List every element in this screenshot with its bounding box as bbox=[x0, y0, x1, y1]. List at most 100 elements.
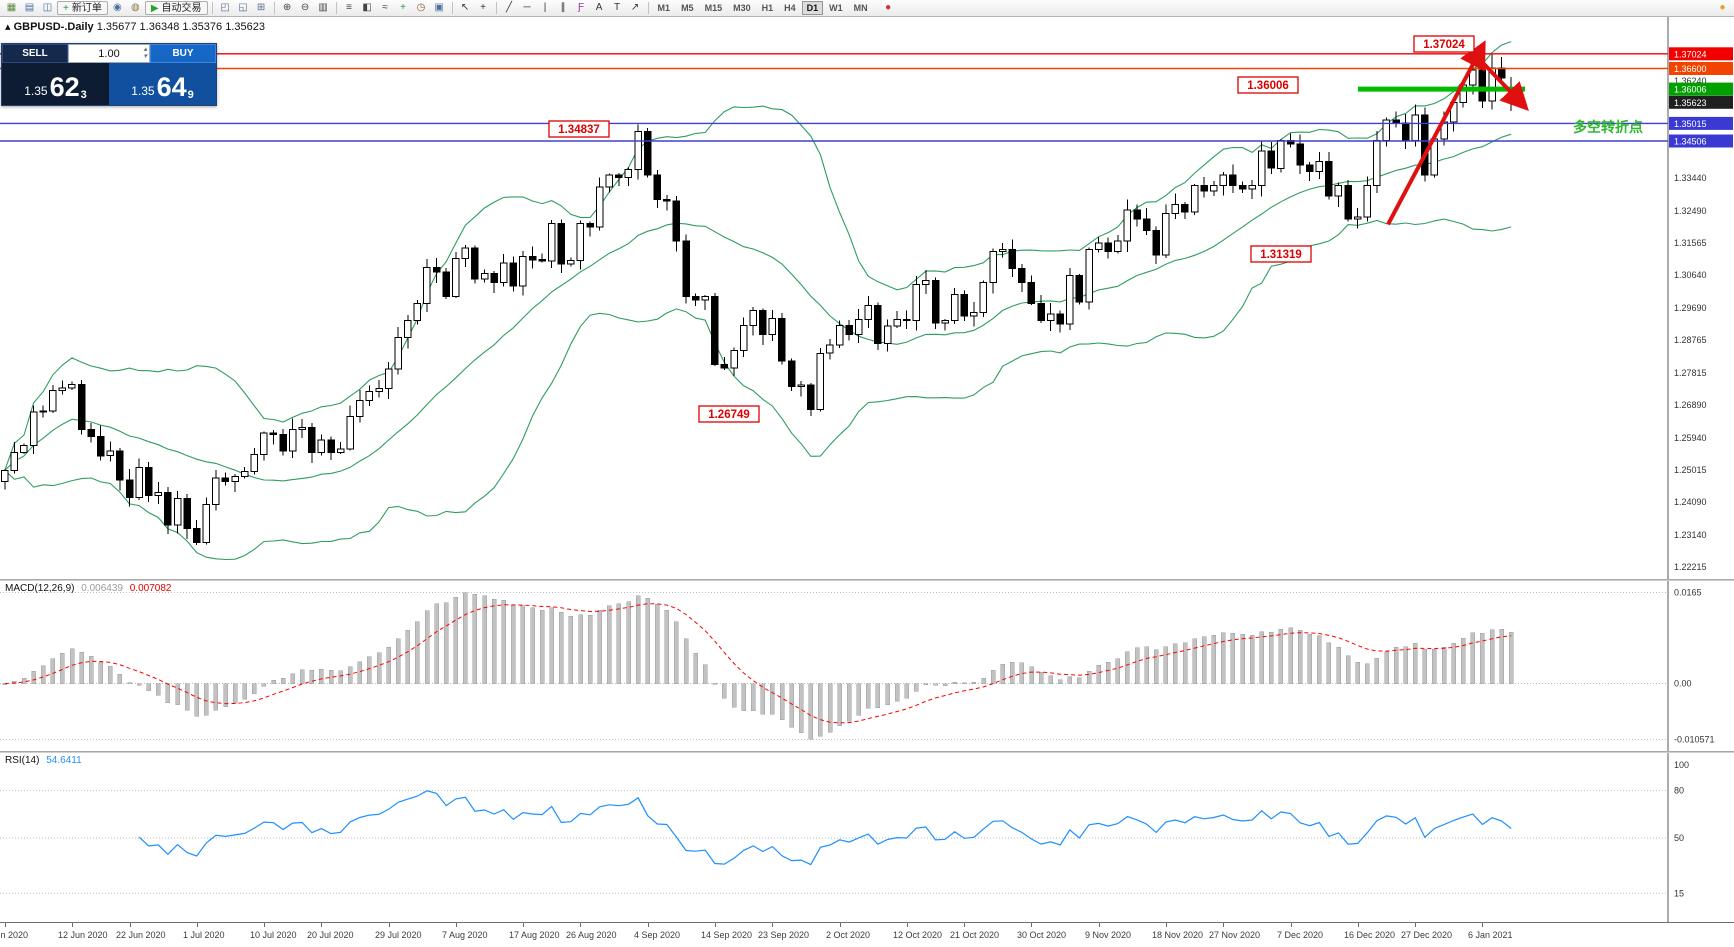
svg-text:1.37024: 1.37024 bbox=[1674, 49, 1707, 59]
buy-price[interactable]: 1.35 64 9 bbox=[109, 63, 216, 105]
timeframe-d1-button[interactable]: D1 bbox=[801, 1, 824, 15]
zoom-out-icon[interactable]: ⊖ bbox=[300, 2, 310, 13]
rsi-panel[interactable]: 100 80 50 15 RSI(14) 54.6411 bbox=[0, 753, 1734, 922]
profiles-icon[interactable]: ▤ bbox=[24, 2, 35, 13]
time-axis-label: 7 Aug 2020 bbox=[442, 930, 488, 940]
timeframe-m5-button[interactable]: M5 bbox=[681, 3, 694, 13]
time-axis-tick bbox=[1223, 923, 1224, 927]
time-axis-tick bbox=[523, 923, 524, 927]
macd-panel[interactable]: 0.0165 0.00 -0.010571 MACD(12,26,9) 0.0064… bbox=[0, 581, 1734, 751]
time-axis-label: 6 Jan 2021 bbox=[1468, 930, 1513, 940]
trade-prices-row: 1.35 62 3 1.35 64 9 bbox=[2, 63, 216, 105]
notifications-icon[interactable]: ● bbox=[1719, 2, 1726, 13]
price-chart-canvas[interactable]: 1.37024 1.36006 1.34837 1.31319 1.26749 多空转折点… bbox=[0, 17, 1734, 579]
time-axis-label: 9 Nov 2020 bbox=[1085, 930, 1132, 940]
panel-splitter[interactable] bbox=[0, 751, 1734, 753]
price-axis-badge bbox=[1669, 95, 1733, 109]
timeframe-m1-button[interactable]: M1 bbox=[657, 3, 671, 13]
new-chart-icon[interactable]: ▦ bbox=[6, 2, 17, 13]
horizontal-line-icon[interactable]: ─ bbox=[523, 2, 531, 13]
timeframe-mn-button[interactable]: MN bbox=[853, 3, 868, 13]
period-icon[interactable]: ◷ bbox=[416, 2, 426, 13]
svg-text:1.31319: 1.31319 bbox=[1260, 249, 1302, 261]
macd-canvas[interactable]: 0.0165 0.00 -0.010571 bbox=[0, 581, 1734, 751]
svg-text:100: 100 bbox=[1674, 760, 1689, 770]
data-window-icon[interactable]: ◉ bbox=[112, 2, 122, 13]
crosshair-icon[interactable]: + bbox=[480, 2, 486, 13]
volume-spinner[interactable]: ▴ ▾ bbox=[143, 46, 147, 60]
horizontal-lines bbox=[0, 53, 1668, 142]
svg-text:1.35015: 1.35015 bbox=[1674, 119, 1707, 129]
text-annotations: 多空转折点 bbox=[1573, 119, 1643, 135]
main-chart-panel[interactable]: 1.37024 1.36006 1.34837 1.31319 1.26749 多空转折点… bbox=[0, 17, 1734, 579]
svg-text:50: 50 bbox=[1674, 833, 1684, 843]
buy-button[interactable]: BUY bbox=[150, 44, 216, 63]
svg-text:1.34837: 1.34837 bbox=[558, 124, 600, 136]
cascade-windows-icon[interactable]: ◰ bbox=[220, 2, 230, 13]
timeframe-m15-button[interactable]: M15 bbox=[704, 3, 723, 13]
cursor-icon[interactable]: ↖ bbox=[460, 2, 470, 13]
svg-text:0.00: 0.00 bbox=[1674, 679, 1692, 689]
rsi-canvas[interactable]: 100 80 50 15 bbox=[0, 753, 1734, 922]
time-axis-tick bbox=[5, 923, 6, 927]
trade-controls-row: SELL 1.00 ▴ ▾ BUY bbox=[2, 44, 216, 63]
autotrading-button-label: 自动交易 bbox=[161, 2, 202, 14]
price-axis-tick: 1.30640 bbox=[1674, 270, 1707, 280]
text-label-icon[interactable]: T bbox=[613, 2, 621, 13]
price-axis-tick: 1.23140 bbox=[1674, 530, 1707, 540]
add-indicator-icon[interactable]: + bbox=[400, 2, 406, 13]
sell-price[interactable]: 1.35 62 3 bbox=[2, 63, 109, 105]
chart-title: ▴ GBPUSD-.Daily 1.35677 1.36348 1.35376 … bbox=[5, 20, 265, 33]
time-axis-label: 17 Aug 2020 bbox=[509, 930, 560, 940]
svg-text:1.36600: 1.36600 bbox=[1674, 64, 1707, 74]
svg-text:1.35623: 1.35623 bbox=[1674, 98, 1707, 108]
zoom-in-icon[interactable]: ⊕ bbox=[282, 2, 292, 13]
time-axis[interactable]: Jun 2020 12 Jun 2020 22 Jun 2020 1 Jul 2020… bbox=[0, 922, 1734, 947]
volume-input[interactable]: 1.00 ▴ ▾ bbox=[68, 44, 150, 63]
time-axis-tick bbox=[1031, 923, 1032, 927]
time-axis-label: 12 Oct 2020 bbox=[893, 930, 943, 940]
channel-icon[interactable]: ∥ bbox=[560, 2, 566, 13]
timeframe-h4-button[interactable]: H4 bbox=[784, 3, 796, 13]
buy-price-prefix: 1.35 bbox=[131, 84, 155, 98]
record-icon[interactable]: ● bbox=[885, 2, 892, 13]
market-watch-icon[interactable]: ◫ bbox=[42, 2, 53, 13]
buy-price-sup: 9 bbox=[187, 89, 194, 101]
trendline-icon[interactable]: ╱ bbox=[506, 2, 513, 13]
new-order-button[interactable]: + 新订单 bbox=[57, 1, 108, 15]
time-axis-tick bbox=[1358, 923, 1359, 927]
time-axis-tick bbox=[321, 923, 322, 927]
time-axis-tick bbox=[389, 923, 390, 927]
templates-icon[interactable]: ▣ bbox=[434, 2, 444, 13]
price-axis-badge bbox=[1669, 62, 1733, 75]
text-icon[interactable]: A bbox=[595, 2, 603, 13]
navigator-icon[interactable]: ◍ bbox=[130, 2, 140, 13]
volume-down-icon[interactable]: ▾ bbox=[143, 53, 147, 60]
autotrading-button[interactable]: ▶ 自动交易 bbox=[144, 1, 208, 15]
toolbar: ▦ ▤ ◫ + 新订单 ◉ ◍ ▶ 自动交易 ◰ ◱ ⊞ ⊕ ⊖ ▥ ≡ ◧ ≈ + ◷ ▣ ↖ + ╱ ─ | ∥ Ƒ A T ↗ M1 M5… bbox=[0, 0, 1734, 17]
tile-windows-icon[interactable]: ◱ bbox=[238, 2, 248, 13]
time-axis-tick bbox=[1415, 923, 1416, 927]
timeframe-h1-button[interactable]: H1 bbox=[761, 3, 774, 13]
panel-splitter[interactable] bbox=[0, 579, 1734, 581]
bar-chart-icon[interactable]: ≡ bbox=[346, 2, 352, 13]
one-click-trading-panel: SELL 1.00 ▴ ▾ BUY 1.35 62 3 1.35 64 9 bbox=[1, 43, 217, 106]
grid-icon[interactable]: ▥ bbox=[318, 2, 328, 13]
price-axis-tick: 1.25940 bbox=[1674, 433, 1707, 443]
fibonacci-icon[interactable]: Ƒ bbox=[577, 2, 585, 13]
time-axis-tick bbox=[580, 923, 581, 927]
tile-vertical-icon[interactable]: ⊞ bbox=[256, 2, 266, 13]
timeframe-m30-button[interactable]: M30 bbox=[733, 3, 751, 13]
timeframe-w1-button[interactable]: W1 bbox=[829, 3, 843, 13]
time-axis-label: 27 Dec 2020 bbox=[1401, 930, 1453, 940]
line-chart-icon[interactable]: ≈ bbox=[382, 2, 388, 13]
arrow-objects-icon[interactable]: ↗ bbox=[630, 2, 640, 13]
candlestick-icon[interactable]: ◧ bbox=[362, 2, 372, 13]
rsi-line bbox=[138, 790, 1512, 866]
vertical-line-icon[interactable]: | bbox=[543, 2, 547, 13]
sell-button[interactable]: SELL bbox=[2, 44, 68, 63]
volume-up-icon[interactable]: ▴ bbox=[143, 46, 147, 53]
time-axis-label: 1 Jul 2020 bbox=[183, 930, 225, 940]
price-axis-badge bbox=[1669, 116, 1733, 130]
